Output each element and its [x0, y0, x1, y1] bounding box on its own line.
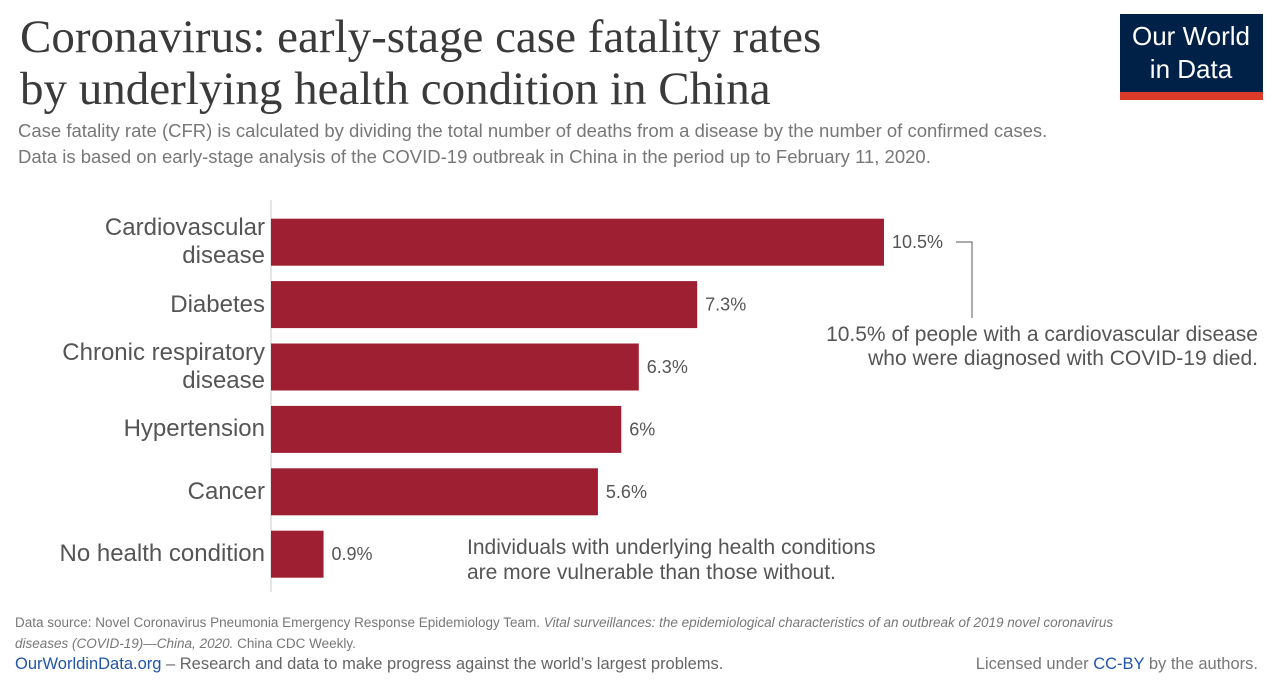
category-label: Diabetes [170, 290, 265, 318]
subtitle: Data is based on early-stage analysis of… [18, 146, 931, 167]
bar [271, 468, 598, 516]
logo-stripe [1120, 92, 1263, 100]
source-italic: Vital surveillances: the epidemiological… [544, 615, 1114, 630]
subtitle: Case fatality rate (CFR) is calculated b… [18, 120, 1047, 141]
chart-title: Coronavirus: early-stage case fatality r… [20, 11, 821, 63]
logo-text: in Data [1150, 54, 1233, 84]
category-label: Cardiovascular disease [104, 214, 265, 270]
category-label: Cancer [187, 477, 265, 505]
category-label: Hypertension [123, 415, 265, 443]
bar [271, 530, 324, 578]
source: diseases (COVID-19)—China, 2020. China C… [15, 636, 356, 651]
value-label: 6% [629, 419, 655, 439]
annotation: 10.5% of people with a cardiovascular di… [826, 323, 1258, 346]
bar [271, 218, 884, 266]
footer-text: Licensed under [976, 655, 1093, 673]
footer-text: by the authors. [1144, 655, 1258, 673]
bar [271, 405, 622, 453]
value-label: 6.3% [647, 357, 688, 377]
footer-text: – Research and data to make progress aga… [161, 655, 723, 673]
bar [271, 281, 698, 329]
source-text: Data source: Novel Coronavirus Pneumonia… [15, 615, 544, 630]
value-label: 10.5% [892, 232, 943, 252]
footer-link[interactable]: CC-BY [1093, 655, 1144, 673]
logo-box [1120, 14, 1263, 94]
footer: OurWorldinData.org – Research and data t… [15, 655, 723, 673]
source: Data source: Novel Coronavirus Pneumonia… [15, 615, 1113, 630]
category-label: Chronic respiratory disease [62, 338, 265, 394]
annotation: who were diagnosed with COVID-19 died. [867, 347, 1258, 370]
source-italic: diseases (COVID-19)—China, 2020. [15, 636, 233, 651]
annotation-connector [956, 241, 973, 318]
logo-text: Our World [1132, 21, 1250, 51]
bar [271, 343, 639, 391]
annotation: are more vulnerable than those without. [467, 561, 836, 584]
annotation: Individuals with underlying health condi… [467, 536, 876, 559]
footer-link[interactable]: OurWorldinData.org [15, 655, 161, 673]
footer: Licensed under CC-BY by the authors. [976, 655, 1258, 673]
chart-title: by underlying health condition in China [20, 63, 771, 115]
value-label: 7.3% [705, 295, 746, 315]
value-label: 5.6% [606, 482, 647, 502]
source-text: China CDC Weekly. [233, 636, 356, 651]
value-label: 0.9% [332, 544, 373, 564]
category-label: No health condition [59, 540, 265, 568]
